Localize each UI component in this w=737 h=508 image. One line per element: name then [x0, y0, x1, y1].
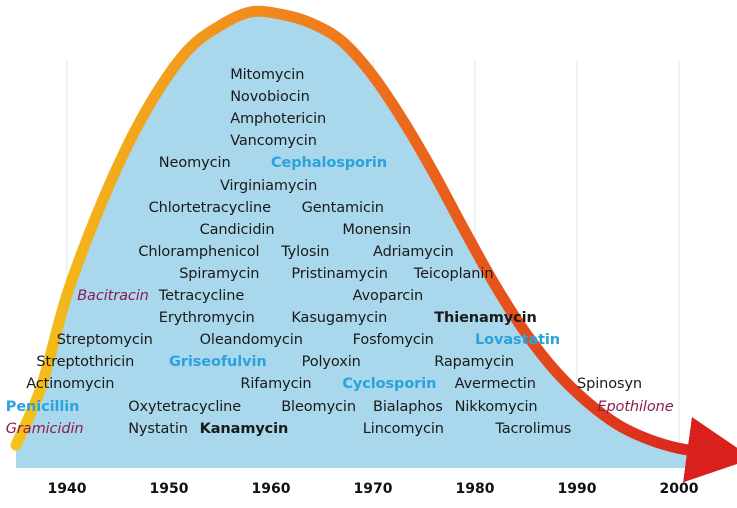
antibiotic-label: Avoparcin	[352, 288, 424, 304]
antibiotic-label: Kasugamycin	[291, 310, 388, 327]
antibiotic-label: Cyclosporin	[342, 376, 437, 393]
antibiotic-label: Mitomycin	[230, 67, 305, 83]
x-tick-label: 1950	[149, 481, 189, 497]
discovery-curve-line	[10, 5, 737, 483]
antibiotic-label: Streptomycin	[56, 332, 153, 349]
antibiotic-label: Pristinamycin	[291, 265, 388, 282]
antibiotic-label: Novobiocin	[230, 89, 310, 106]
antibiotic-label: Bacitracin	[77, 288, 149, 304]
antibiotic-label: Fosfomycin	[352, 332, 434, 349]
antibiotic-label: Monensin	[342, 221, 412, 238]
antibiotic-label: Epothilone	[597, 398, 674, 415]
antibiotic-label: Amphotericin	[230, 111, 327, 128]
antibiotic-label: Chlortetracycline	[148, 199, 271, 216]
x-tick-label: 1960	[251, 481, 291, 497]
antibiotic-label: Actinomycin	[26, 376, 115, 393]
antibiotic-label: Rapamycin	[434, 354, 514, 371]
antibiotic-label: Lovastatin	[475, 332, 561, 349]
antibiotic-label: Avermectin	[454, 376, 536, 393]
x-tick-label: 1970	[353, 481, 393, 497]
antibiotic-label: Teicoplanin	[413, 265, 494, 282]
x-tick-label: 1990	[557, 481, 597, 497]
x-tick-label: 1980	[455, 481, 495, 497]
antibiotic-label: Griseofulvin	[169, 354, 267, 371]
antibiotic-label: Virginiamycin	[220, 177, 318, 194]
antibiotic-label: Tetracycline	[158, 288, 245, 304]
antibiotic-label: Neomycin	[158, 155, 231, 172]
antibiotic-label: Rifamycin	[240, 376, 312, 393]
antibiotic-label: Nikkomycin	[454, 398, 538, 415]
antibiotic-label: Polyoxin	[301, 354, 361, 371]
antibiotic-label: Kanamycin	[199, 420, 289, 437]
antibiotic-label: Spinosyn	[577, 376, 643, 393]
antibiotic-label: Gentamicin	[301, 199, 384, 216]
antibiotic-label: Gramicidin	[5, 420, 84, 437]
antibiotic-label: Cephalosporin	[271, 155, 388, 172]
antibiotic-label: Nystatin	[128, 420, 188, 437]
x-tick-label: 2000	[659, 481, 699, 497]
antibiotic-label: Bialaphos	[373, 398, 443, 415]
antibiotic-label: Spiramycin	[179, 265, 260, 282]
x-tick-label: 1940	[47, 481, 87, 497]
antibiotic-label: Tylosin	[281, 243, 330, 260]
antibiotic-label: Streptothricin	[36, 354, 135, 371]
antibiotic-label: Oleandomycin	[199, 332, 303, 349]
antibiotic-label: Chloramphenicol	[138, 243, 260, 260]
antibiotic-label: Thienamycin	[434, 310, 537, 327]
antibiotic-label: Candicidin	[199, 221, 275, 238]
antibiotic-label: Bleomycin	[281, 398, 356, 415]
antibiotic-label: Erythromycin	[158, 310, 255, 327]
antibiotic-label: Oxytetracycline	[128, 398, 242, 415]
antibiotic-label: Adriamycin	[373, 243, 454, 260]
antibiotic-label: Penicillin	[5, 398, 80, 415]
antibiotic-label: Lincomycin	[362, 420, 444, 437]
antibiotic-label: Vancomycin	[230, 133, 317, 150]
antibiotic-label: Tacrolimus	[495, 420, 572, 437]
